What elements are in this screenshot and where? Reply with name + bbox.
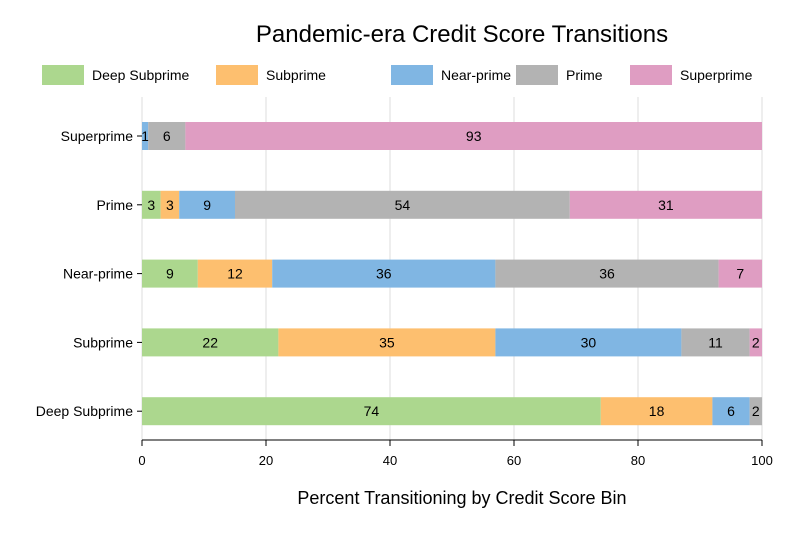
bar-segment — [272, 259, 496, 288]
bar-segment — [179, 190, 235, 219]
legend-label: Superprime — [680, 67, 753, 83]
data-label: 36 — [599, 266, 615, 282]
legend-swatch — [391, 65, 433, 85]
data-label: 6 — [727, 403, 735, 419]
bar-segment — [749, 328, 762, 357]
data-label: 18 — [649, 403, 665, 419]
data-label: 74 — [364, 403, 380, 419]
x-axis-label: Percent Transitioning by Credit Score Bi… — [297, 488, 626, 508]
data-label: 11 — [708, 334, 723, 350]
data-label: 30 — [581, 334, 597, 350]
data-label: 2 — [752, 403, 760, 419]
bar-segment — [718, 259, 762, 288]
data-label: 9 — [203, 197, 211, 213]
data-label: 22 — [202, 334, 218, 350]
y-tick-label: Prime — [96, 197, 133, 213]
bar-segment — [749, 397, 762, 426]
data-label: 3 — [147, 197, 155, 213]
bar-segment — [160, 190, 180, 219]
bar-segment — [142, 397, 601, 426]
data-label: 12 — [227, 266, 243, 282]
bar-segment — [495, 328, 682, 357]
bar-segment — [142, 122, 149, 150]
legend-label: Deep Subprime — [92, 67, 189, 83]
data-label: 9 — [166, 266, 174, 282]
y-tick-label: Superprime — [61, 128, 134, 144]
legend-swatch — [42, 65, 84, 85]
bar-segment — [495, 259, 719, 288]
legend-label: Prime — [566, 67, 603, 83]
data-label: 7 — [736, 266, 744, 282]
y-tick-label: Deep Subprime — [36, 403, 133, 419]
data-label: 36 — [376, 266, 392, 282]
bar-segment — [569, 190, 762, 219]
data-label: 35 — [379, 334, 395, 350]
bar-segment — [197, 259, 273, 288]
bar-segment — [278, 328, 496, 357]
bars: 1 6 933 3 9 54 319 12 36 36 722 35 30 11 274 18 6 2 — [141, 122, 762, 426]
y-tick-label: Subprime — [73, 334, 133, 350]
legend-swatch — [630, 65, 672, 85]
data-label: 6 — [163, 128, 171, 144]
x-tick-label: 80 — [631, 453, 645, 468]
data-label: 1 — [141, 128, 149, 144]
legend-label: Subprime — [266, 67, 326, 83]
bar-segment — [185, 122, 762, 150]
bar-segment — [142, 328, 279, 357]
x-tick-label: 100 — [751, 453, 773, 468]
legend-swatch — [516, 65, 558, 85]
bar-segment — [148, 122, 186, 150]
bar-segment — [681, 328, 750, 357]
data-label: 54 — [395, 197, 411, 213]
chart-title: Pandemic-era Credit Score Transitions — [256, 21, 668, 48]
x-axis: 0 20 40 60 80 100 — [138, 439, 773, 468]
bar-segment — [712, 397, 750, 426]
data-label: 2 — [752, 334, 760, 350]
data-label: 31 — [658, 197, 674, 213]
bar-segment — [142, 190, 161, 219]
x-tick-label: 20 — [259, 453, 273, 468]
data-label: 3 — [166, 197, 174, 213]
bar-segment — [600, 397, 713, 426]
legend-label: Near-prime — [441, 67, 511, 83]
x-tick-label: 40 — [383, 453, 397, 468]
bar-segment — [235, 190, 570, 219]
x-tick-label: 60 — [507, 453, 521, 468]
y-axis: Superprime Prime Near-prime Subprime Deep Su… — [36, 128, 142, 419]
x-tick-label: 0 — [138, 453, 145, 468]
legend: Deep Subprime Subprime Near-prime Prime Supe… — [42, 65, 753, 85]
legend-swatch — [216, 65, 258, 85]
y-tick-label: Near-prime — [63, 266, 133, 282]
data-label: 93 — [466, 128, 482, 144]
bar-segment — [142, 259, 198, 288]
